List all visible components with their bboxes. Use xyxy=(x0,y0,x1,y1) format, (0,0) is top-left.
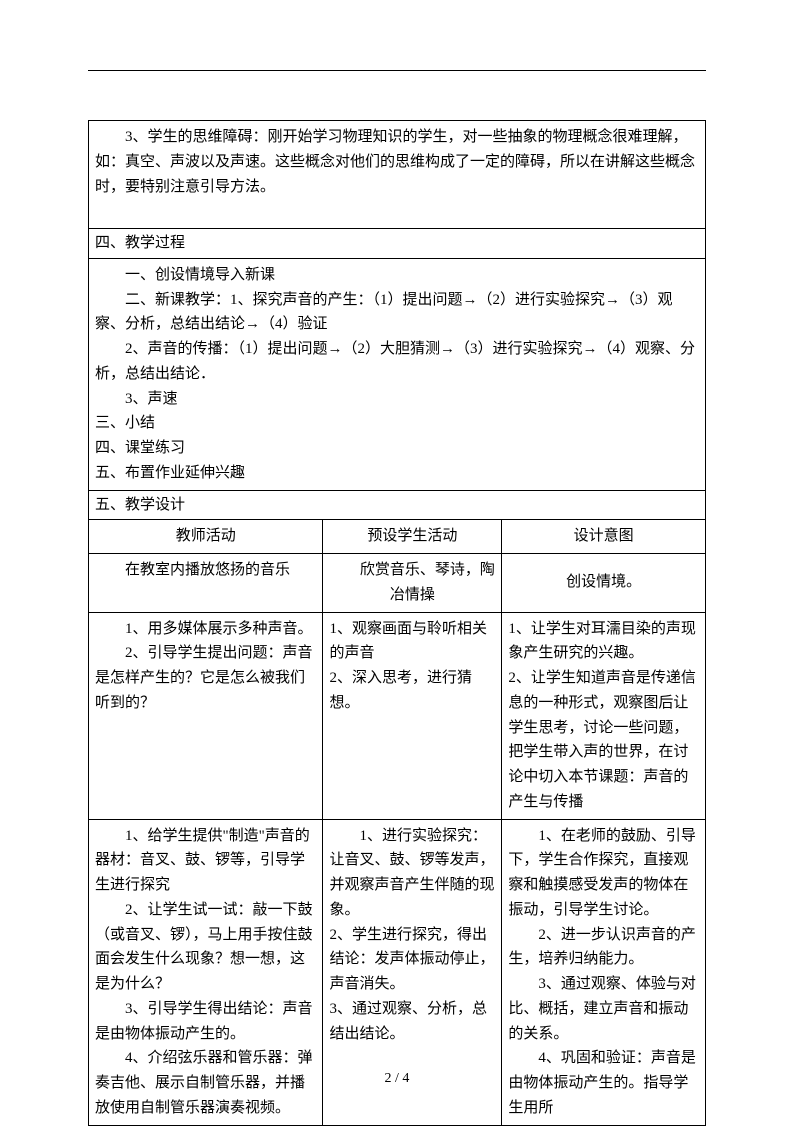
student-cell: 欣赏音乐、琴诗，陶冶情操 xyxy=(323,554,502,613)
intent-cell: 创设情境。 xyxy=(502,554,706,613)
col-header-student: 预设学生活动 xyxy=(323,520,502,554)
s4-line: 2、声音的传播：（1）提出问题→（2）大胆猜测→（3）进行实验探究→（4）观察、… xyxy=(95,337,699,387)
header-rule xyxy=(88,70,706,71)
table-row: 一、创设情境导入新课 二、新课教学：1、探究声音的产生：（1）提出问题→（2）进… xyxy=(89,258,706,490)
s4-line: 四、课堂练习 xyxy=(95,436,699,461)
page-content: 3、学生的思维障碍：刚开始学习物理知识的学生，对一些抽象的物理概念很难理解，如：… xyxy=(88,120,706,1126)
s4-line: 一、创设情境导入新课 xyxy=(95,263,699,288)
student-text: 1、进行实验探究：让音叉、鼓、锣等发声，并观察声音产生伴随的现象。 2、学生进行… xyxy=(329,824,495,1047)
section4-title: 四、教学过程 xyxy=(89,229,706,259)
table-row: 五、教学设计 xyxy=(89,490,706,520)
page-footer: 2 / 4 xyxy=(0,1071,794,1087)
s4-line: 三、小结 xyxy=(95,411,699,436)
s4-line: 3、声速 xyxy=(95,387,699,412)
table-row: 3、学生的思维障碍：刚开始学习物理知识的学生，对一些抽象的物理概念很难理解，如：… xyxy=(89,121,706,229)
section5-title: 五、教学设计 xyxy=(89,490,706,520)
s4-line: 二、新课教学：1、探究声音的产生：（1）提出问题→（2）进行实验探究→（3）观察… xyxy=(95,288,699,338)
col-header-intent: 设计意图 xyxy=(502,520,706,554)
s4-line: 五、布置作业延伸兴趣 xyxy=(95,461,699,486)
teacher-cell: 1、用多媒体展示多种声音。 2、引导学生提出问题：声音是怎样产生的？它是怎么被我… xyxy=(89,612,323,819)
table-row: 在教室内播放悠扬的音乐 欣赏音乐、琴诗，陶冶情操 创设情境。 xyxy=(89,554,706,613)
intent-text: 1、让学生对耳濡目染的声现象产生研究的兴趣。 2、让学生知道声音是传递信息的一种… xyxy=(508,617,699,815)
blank-line xyxy=(95,199,699,224)
col-header-teacher: 教师活动 xyxy=(89,520,323,554)
student-text: 1、观察画面与聆听相关的声音 2、深入思考，进行猜想。 xyxy=(329,617,495,716)
lesson-table: 3、学生的思维障碍：刚开始学习物理知识的学生，对一些抽象的物理概念很难理解，如：… xyxy=(88,120,706,1126)
intent-cell: 1、让学生对耳濡目染的声现象产生研究的兴趣。 2、让学生知道声音是传递信息的一种… xyxy=(502,612,706,819)
table-row: 四、教学过程 xyxy=(89,229,706,259)
top-paragraph: 3、学生的思维障碍：刚开始学习物理知识的学生，对一些抽象的物理概念很难理解，如：… xyxy=(95,125,699,199)
table-row: 1、用多媒体展示多种声音。 2、引导学生提出问题：声音是怎样产生的？它是怎么被我… xyxy=(89,612,706,819)
teacher-text: 1、用多媒体展示多种声音。 2、引导学生提出问题：声音是怎样产生的？它是怎么被我… xyxy=(95,617,316,716)
table-row: 教师活动 预设学生活动 设计意图 xyxy=(89,520,706,554)
top-paragraph-cell: 3、学生的思维障碍：刚开始学习物理知识的学生，对一些抽象的物理概念很难理解，如：… xyxy=(89,121,706,229)
student-cell: 1、观察画面与聆听相关的声音 2、深入思考，进行猜想。 xyxy=(323,612,502,819)
section4-body: 一、创设情境导入新课 二、新课教学：1、探究声音的产生：（1）提出问题→（2）进… xyxy=(89,258,706,490)
teacher-cell: 在教室内播放悠扬的音乐 xyxy=(89,554,323,613)
